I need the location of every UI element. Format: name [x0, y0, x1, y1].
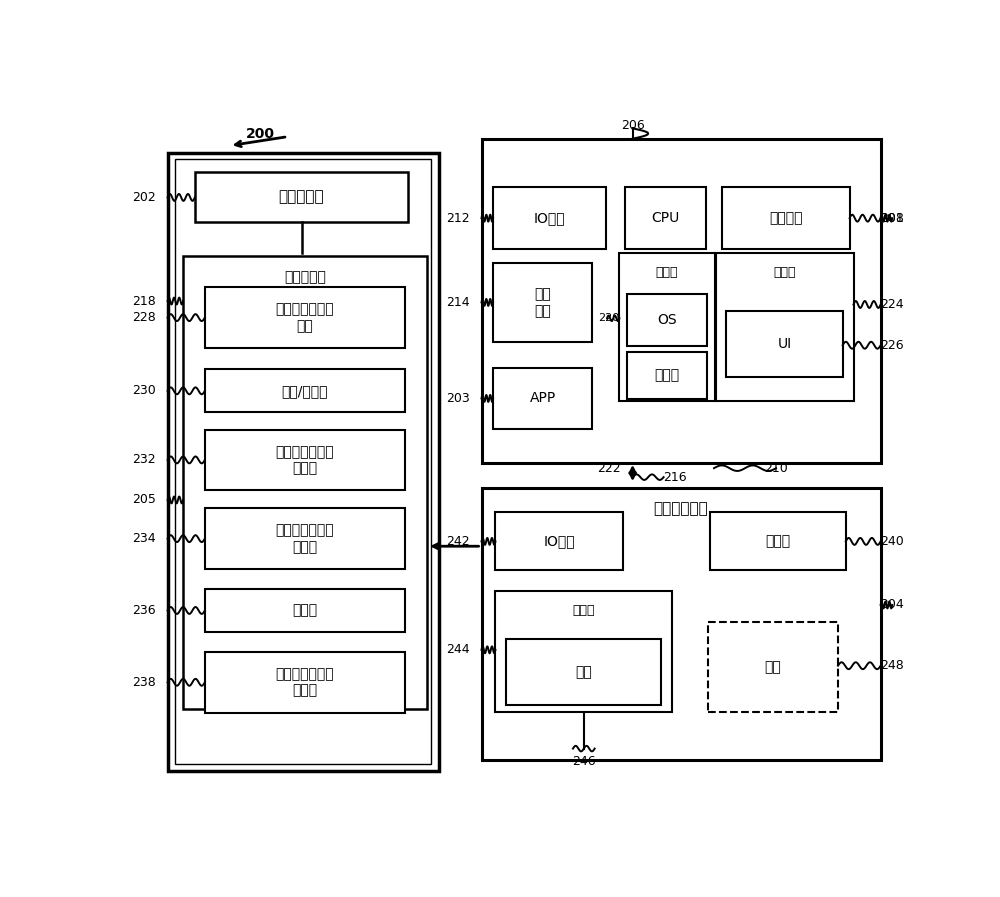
- FancyBboxPatch shape: [205, 287, 405, 348]
- Text: 218: 218: [132, 294, 156, 308]
- FancyBboxPatch shape: [183, 257, 427, 709]
- Text: 216: 216: [663, 471, 687, 483]
- Text: 220: 220: [598, 313, 619, 323]
- Text: 248: 248: [880, 659, 904, 672]
- Text: 214: 214: [446, 296, 470, 309]
- Text: 200: 200: [246, 126, 275, 141]
- Text: 222: 222: [598, 462, 621, 475]
- Text: 210: 210: [764, 462, 788, 475]
- Text: 205: 205: [132, 493, 156, 507]
- Text: 存储器: 存储器: [573, 604, 595, 617]
- FancyBboxPatch shape: [205, 652, 405, 713]
- FancyBboxPatch shape: [482, 139, 881, 464]
- FancyBboxPatch shape: [195, 172, 408, 222]
- Text: 212: 212: [446, 212, 470, 224]
- Text: 支持电路: 支持电路: [769, 211, 802, 225]
- Text: 201: 201: [880, 212, 904, 224]
- Text: APP: APP: [530, 391, 556, 405]
- Text: 存储器: 存储器: [656, 266, 678, 279]
- Text: 236: 236: [133, 604, 156, 617]
- FancyBboxPatch shape: [493, 368, 592, 429]
- FancyBboxPatch shape: [493, 263, 592, 343]
- Text: 230: 230: [132, 384, 156, 397]
- Text: 224: 224: [880, 298, 904, 311]
- Text: 228: 228: [132, 311, 156, 324]
- FancyBboxPatch shape: [495, 591, 672, 712]
- Text: 204: 204: [880, 598, 904, 612]
- FancyBboxPatch shape: [722, 187, 850, 249]
- Text: （一个或多个）
过滤器: （一个或多个） 过滤器: [275, 524, 334, 553]
- FancyBboxPatch shape: [726, 311, 843, 377]
- Text: （一个或多个）
传感器: （一个或多个） 传感器: [275, 667, 334, 697]
- FancyBboxPatch shape: [495, 511, 623, 570]
- Text: 指令: 指令: [575, 666, 592, 679]
- Text: 240: 240: [880, 535, 904, 548]
- Text: 控制器: 控制器: [765, 534, 790, 548]
- Text: （一个或多个）
致动器: （一个或多个） 致动器: [275, 445, 334, 475]
- FancyBboxPatch shape: [205, 589, 405, 631]
- FancyBboxPatch shape: [205, 509, 405, 569]
- Text: 246: 246: [572, 755, 596, 768]
- FancyBboxPatch shape: [175, 160, 431, 764]
- Text: （一个或多个）
通道: （一个或多个） 通道: [275, 302, 334, 333]
- Text: 234: 234: [133, 532, 156, 545]
- Text: 203: 203: [446, 392, 470, 405]
- FancyBboxPatch shape: [493, 187, 606, 249]
- Text: 208: 208: [880, 212, 904, 224]
- FancyBboxPatch shape: [716, 253, 854, 401]
- Text: 238: 238: [132, 675, 156, 689]
- Text: OS: OS: [657, 313, 677, 327]
- FancyBboxPatch shape: [625, 187, 706, 249]
- Text: 电源: 电源: [765, 660, 781, 675]
- FancyBboxPatch shape: [205, 370, 405, 413]
- Text: 232: 232: [133, 453, 156, 466]
- Text: 242: 242: [446, 535, 470, 548]
- Text: 244: 244: [446, 643, 470, 657]
- Text: 微流体芯片: 微流体芯片: [284, 270, 326, 283]
- Text: CPU: CPU: [651, 211, 680, 225]
- FancyBboxPatch shape: [205, 430, 405, 491]
- FancyBboxPatch shape: [627, 294, 707, 346]
- Text: 驱动器: 驱动器: [655, 369, 680, 383]
- FancyBboxPatch shape: [482, 488, 881, 761]
- FancyBboxPatch shape: [708, 623, 838, 712]
- Text: UI: UI: [777, 337, 792, 352]
- Text: 206: 206: [621, 119, 644, 132]
- Text: 入口/出口室: 入口/出口室: [282, 384, 328, 398]
- Text: 202: 202: [132, 191, 156, 204]
- Text: 流体储存器: 流体储存器: [278, 189, 324, 205]
- Text: 微流体读取器: 微流体读取器: [654, 501, 708, 516]
- FancyBboxPatch shape: [168, 152, 439, 771]
- Text: 226: 226: [880, 339, 904, 352]
- Text: 电接口: 电接口: [292, 604, 317, 617]
- FancyBboxPatch shape: [619, 253, 715, 401]
- Text: IO电路: IO电路: [534, 211, 565, 225]
- FancyBboxPatch shape: [710, 511, 846, 570]
- FancyBboxPatch shape: [627, 353, 707, 399]
- Text: IO电路: IO电路: [544, 534, 575, 548]
- FancyBboxPatch shape: [506, 640, 661, 705]
- Text: 显示器: 显示器: [773, 266, 796, 279]
- Text: 外部
接口: 外部 接口: [534, 288, 551, 318]
